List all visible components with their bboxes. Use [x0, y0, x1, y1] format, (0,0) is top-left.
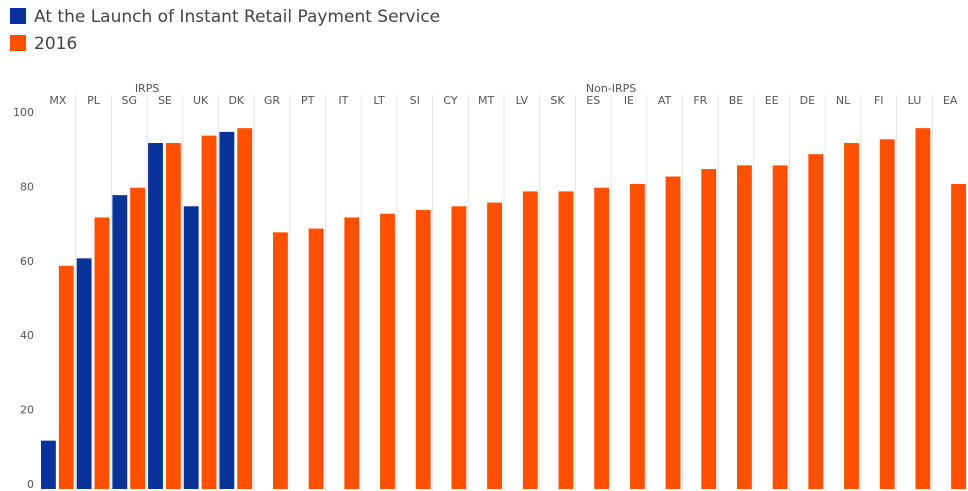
x-tick-label: DE	[800, 94, 815, 107]
bar	[273, 232, 288, 489]
x-tick-label: EA	[943, 94, 958, 107]
y-tick-label: 40	[20, 329, 34, 342]
bar	[594, 187, 610, 489]
x-tick-label: FI	[874, 94, 884, 107]
bar	[112, 195, 128, 489]
bar	[308, 228, 324, 489]
bar	[701, 169, 717, 489]
y-tick-label: 20	[20, 404, 34, 417]
x-tick-label: NL	[836, 94, 851, 107]
legend-label: At the Launch of Instant Retail Payment …	[34, 7, 440, 27]
x-tick-label: IT	[338, 94, 348, 107]
legend-swatch	[10, 35, 26, 51]
x-tick-label: IE	[624, 94, 634, 107]
bar	[665, 176, 681, 489]
bar	[844, 143, 859, 490]
bar	[165, 143, 181, 490]
y-tick-label: 100	[13, 106, 34, 119]
bar	[737, 165, 752, 490]
bar	[58, 265, 74, 489]
x-tick-label: CY	[443, 94, 457, 107]
x-tick-label: UK	[193, 94, 209, 107]
y-tick-label: 60	[20, 255, 34, 268]
legend-label: 2016	[34, 34, 77, 54]
x-tick-label: EE	[765, 94, 779, 107]
y-tick-label: 80	[20, 180, 34, 193]
bar	[380, 213, 395, 489]
bar	[629, 183, 645, 489]
y-tick-label: 0	[27, 478, 34, 491]
bar	[76, 258, 92, 489]
bar	[219, 131, 235, 489]
x-tick-label: LV	[516, 94, 529, 107]
bar	[879, 139, 895, 489]
x-tick-label: BE	[729, 94, 744, 107]
bar	[183, 206, 199, 489]
bar	[344, 217, 360, 489]
bar	[558, 191, 574, 489]
bar	[201, 135, 217, 489]
legend-swatch	[10, 8, 26, 24]
bar	[522, 191, 538, 489]
x-tick-label: LU	[908, 94, 922, 107]
x-tick-label: LT	[373, 94, 385, 107]
bar	[94, 217, 110, 489]
bar	[415, 210, 431, 489]
x-tick-label: MX	[49, 94, 66, 107]
bar	[915, 128, 931, 489]
x-tick-label: DK	[228, 94, 244, 107]
bar	[451, 206, 467, 489]
x-tick-label: SI	[410, 94, 420, 107]
x-tick-label: SG	[121, 94, 137, 107]
bar	[130, 187, 146, 489]
bar	[237, 128, 253, 489]
x-tick-label: SK	[550, 94, 565, 107]
bar	[148, 143, 163, 490]
bar	[808, 154, 824, 489]
bar	[41, 440, 56, 489]
bar	[951, 183, 966, 489]
x-tick-label: PL	[87, 94, 101, 107]
group-label: Non-IRPS	[586, 82, 636, 95]
x-tick-label: SE	[158, 94, 172, 107]
group-label: IRPS	[135, 82, 160, 95]
x-tick-label: PT	[301, 94, 315, 107]
x-tick-label: MT	[478, 94, 494, 107]
x-tick-label: GR	[264, 94, 281, 107]
x-tick-label: AT	[658, 94, 672, 107]
bar	[487, 202, 502, 489]
x-tick-label: FR	[693, 94, 707, 107]
x-tick-label: ES	[586, 94, 600, 107]
bar	[772, 165, 788, 490]
